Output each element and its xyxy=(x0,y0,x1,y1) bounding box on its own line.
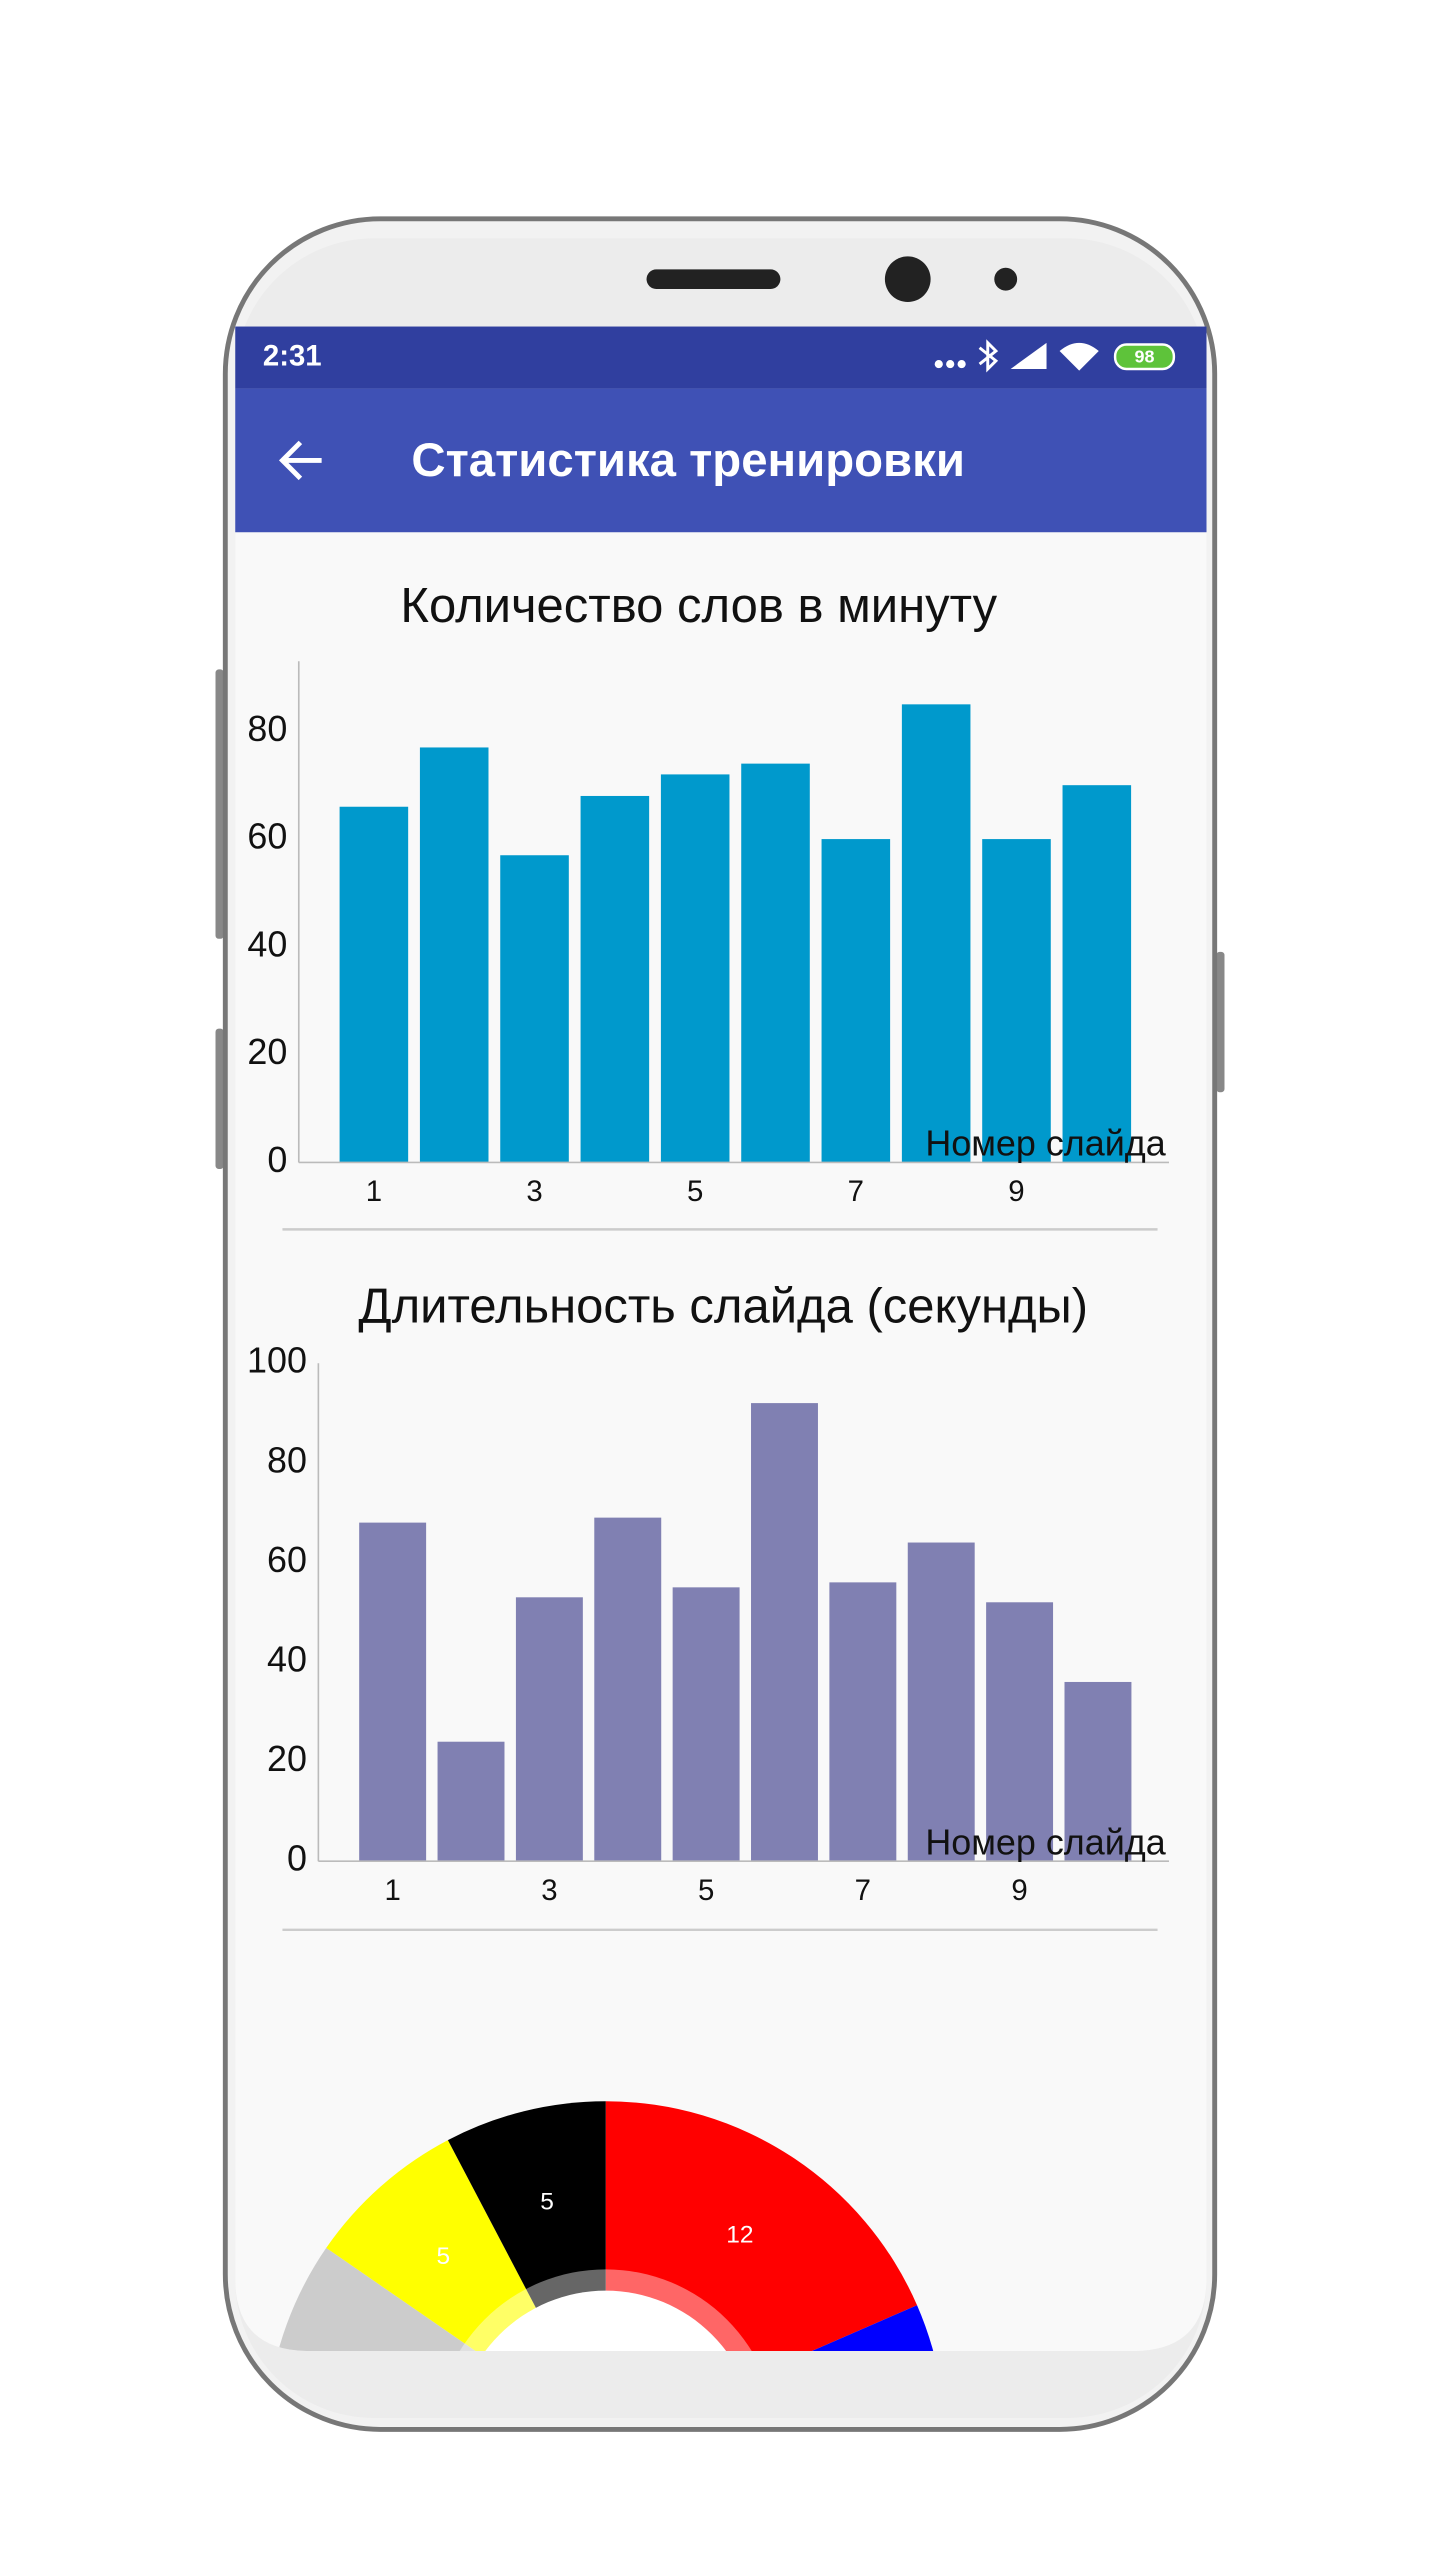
bar xyxy=(339,806,409,1163)
side-button xyxy=(215,669,224,939)
bar xyxy=(594,1517,662,1862)
bar xyxy=(580,795,650,1163)
bar xyxy=(751,1403,818,1862)
bar xyxy=(660,774,730,1163)
icon-signal xyxy=(1010,342,1047,369)
segment-label: 5 xyxy=(437,2243,451,2270)
bar xyxy=(515,1597,583,1862)
donut-segment xyxy=(447,2101,606,2352)
bar xyxy=(500,855,569,1163)
x-axis-label: Номер слайда xyxy=(925,1123,1165,1164)
y-tick-label: 20 xyxy=(247,1031,287,1072)
bar xyxy=(1062,785,1132,1163)
bar xyxy=(901,704,971,1163)
donut-segment xyxy=(605,2101,918,2352)
y-tick-label: 60 xyxy=(267,1539,307,1580)
bar xyxy=(821,839,891,1163)
status-icons: 98 xyxy=(934,339,1176,373)
y-tick-label: 40 xyxy=(247,923,287,964)
icon-dot xyxy=(946,360,955,369)
status-time: 2:31 xyxy=(263,339,322,372)
status-bar xyxy=(235,326,1207,389)
content: Количество слов в минуту 1 3 5 7 9 0 20 40 60 80 Но… xyxy=(247,579,1169,2352)
y-tick-label: 60 xyxy=(247,816,287,857)
back-button[interactable] xyxy=(278,440,322,481)
icon-wifi xyxy=(1059,342,1099,371)
y-tick-label: 80 xyxy=(267,1439,307,1480)
bar xyxy=(982,839,1051,1163)
y-tick-label: 100 xyxy=(247,1340,307,1381)
content-background xyxy=(235,326,1207,2352)
icon-bluetooth xyxy=(978,339,999,373)
y-tick-label: 0 xyxy=(267,1139,287,1180)
screen: Количество слов в минуту 1 3 5 7 9 0 20 40 60 80 Но… xyxy=(235,326,1207,2352)
camera xyxy=(884,256,931,303)
bar xyxy=(1064,1681,1132,1862)
segment-label: 12 xyxy=(726,2221,753,2248)
bar xyxy=(437,1741,505,1862)
x-tick-label: 1 xyxy=(366,1175,382,1208)
sensor xyxy=(994,267,1018,291)
icon-dot xyxy=(957,360,966,369)
x-tick-label: 1 xyxy=(384,1874,400,1907)
donut-segment xyxy=(326,2140,606,2352)
bar xyxy=(741,763,810,1163)
y-tick-label: 0 xyxy=(287,1838,307,1879)
x-tick-label: 3 xyxy=(526,1175,542,1208)
segment-label: 5 xyxy=(540,2189,554,2216)
app-bar xyxy=(235,388,1207,533)
bar xyxy=(907,1542,975,1862)
battery-level: 98 xyxy=(1135,346,1155,366)
x-tick-label: 5 xyxy=(687,1175,703,1208)
x-tick-label: 7 xyxy=(855,1874,871,1907)
app-title: Статистика тренировки xyxy=(411,434,965,487)
y-tick-label: 40 xyxy=(267,1639,307,1680)
y-tick-label: 80 xyxy=(247,708,287,749)
x-axis-label: Номер слайда xyxy=(925,1821,1165,1862)
chart-title: Длительность слайда (секунды) xyxy=(358,1279,1088,1333)
icon-dot xyxy=(934,360,943,369)
x-tick-label: 9 xyxy=(1008,1175,1024,1208)
bar xyxy=(359,1522,427,1862)
bar xyxy=(672,1587,740,1862)
side-button xyxy=(1216,951,1225,1093)
x-tick-label: 9 xyxy=(1011,1874,1027,1907)
bar xyxy=(419,747,489,1163)
y-tick-label: 20 xyxy=(267,1738,307,1779)
battery xyxy=(1113,343,1176,371)
speaker xyxy=(646,269,781,289)
chart-title: Количество слов в минуту xyxy=(400,579,997,633)
x-tick-label: 7 xyxy=(848,1175,864,1208)
x-tick-label: 5 xyxy=(698,1874,714,1907)
side-button xyxy=(215,1028,224,1169)
bar xyxy=(829,1582,897,1862)
bar xyxy=(986,1602,1054,1862)
x-tick-label: 3 xyxy=(541,1874,557,1907)
